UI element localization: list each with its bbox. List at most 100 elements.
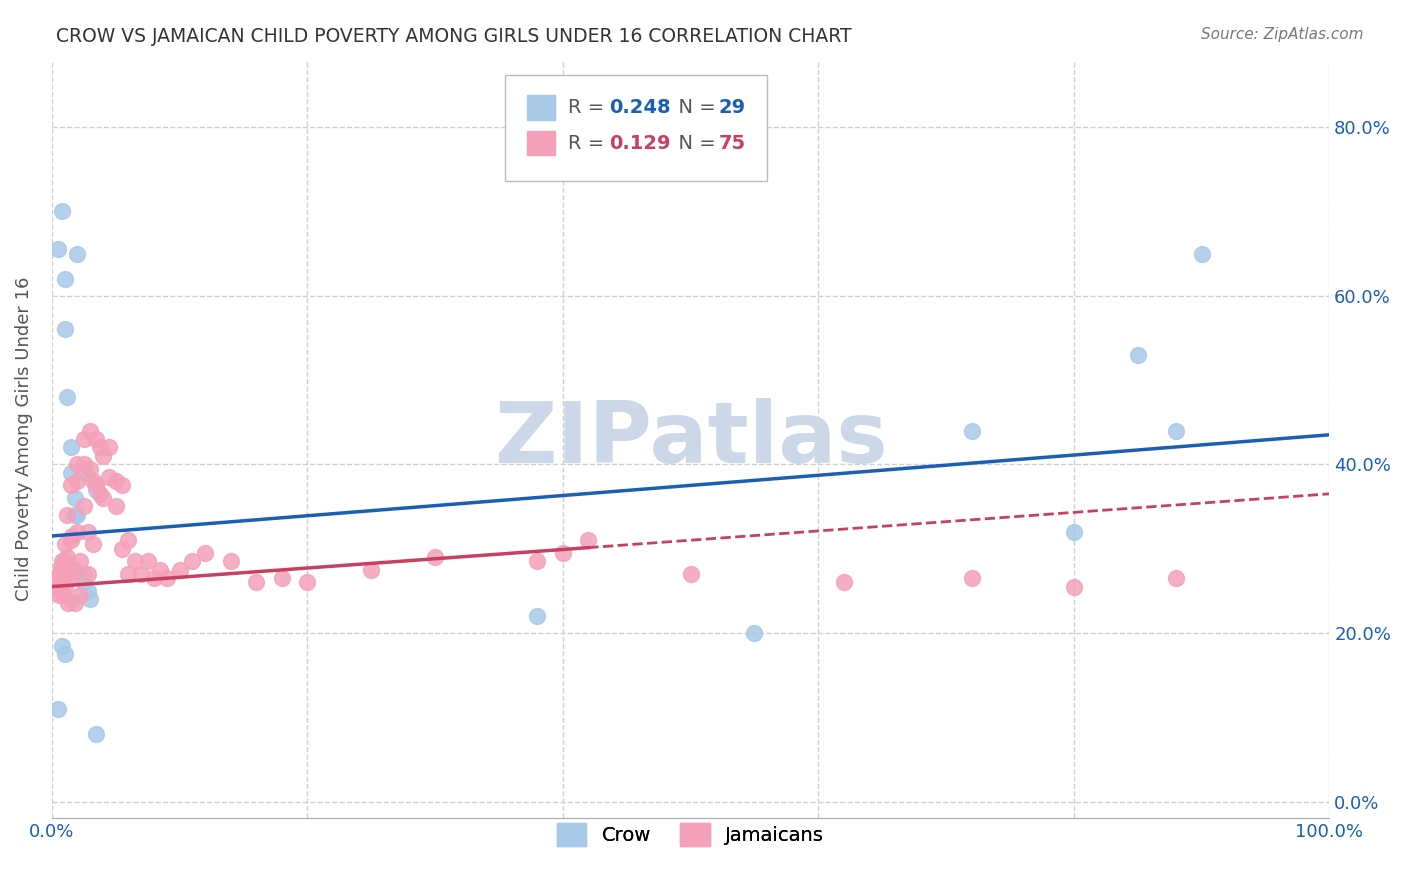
Point: [86, 478, 108, 492]
Point: [53, 566, 76, 581]
Text: 75: 75: [718, 134, 745, 153]
Point: [63, 597, 86, 611]
Point: [51, 575, 73, 590]
Point: [744, 626, 766, 640]
Point: [111, 478, 134, 492]
Point: [59, 466, 82, 480]
Point: [111, 541, 134, 556]
Text: Source: ZipAtlas.com: Source: ZipAtlas.com: [1201, 27, 1364, 42]
Point: [526, 609, 548, 624]
Point: [66, 474, 89, 488]
Point: [82, 537, 104, 551]
Point: [66, 246, 89, 260]
Point: [219, 554, 242, 568]
Point: [86, 483, 108, 497]
Point: [63, 563, 86, 577]
Point: [53, 322, 76, 336]
Point: [104, 500, 127, 514]
Point: [59, 478, 82, 492]
Point: [46, 702, 69, 716]
Point: [1164, 424, 1187, 438]
Point: [51, 204, 73, 219]
Point: [66, 508, 89, 522]
Point: [960, 571, 983, 585]
Point: [86, 727, 108, 741]
Text: ZIPatlas: ZIPatlas: [494, 398, 887, 481]
Point: [73, 500, 96, 514]
Point: [194, 546, 217, 560]
Point: [76, 524, 98, 539]
Point: [59, 533, 82, 548]
Point: [53, 554, 76, 568]
Point: [124, 554, 146, 568]
Point: [58, 566, 80, 581]
Point: [58, 597, 80, 611]
Point: [129, 566, 152, 581]
Point: [1063, 580, 1085, 594]
Point: [56, 390, 79, 404]
Legend: Crow, Jamaicans: Crow, Jamaicans: [550, 815, 832, 855]
Point: [679, 566, 702, 581]
Point: [76, 583, 98, 598]
Point: [46, 580, 69, 594]
Y-axis label: Child Poverty Among Girls Under 16: Child Poverty Among Girls Under 16: [15, 277, 32, 601]
Point: [169, 563, 191, 577]
Point: [49, 580, 72, 594]
Point: [73, 466, 96, 480]
Point: [1191, 246, 1213, 260]
Text: N =: N =: [666, 134, 723, 153]
Point: [63, 508, 86, 522]
Point: [60, 529, 83, 543]
Point: [79, 592, 101, 607]
FancyBboxPatch shape: [505, 75, 768, 181]
Point: [960, 424, 983, 438]
Point: [245, 575, 267, 590]
Text: 29: 29: [718, 98, 745, 117]
Text: 0.248: 0.248: [609, 98, 671, 117]
Point: [117, 533, 139, 548]
Point: [832, 575, 855, 590]
Point: [59, 571, 82, 585]
Point: [1126, 348, 1149, 362]
Point: [79, 424, 101, 438]
Point: [53, 537, 76, 551]
Point: [79, 461, 101, 475]
Point: [73, 458, 96, 472]
Point: [73, 432, 96, 446]
Bar: [527, 95, 555, 120]
Point: [98, 441, 121, 455]
Point: [73, 575, 96, 590]
Point: [117, 566, 139, 581]
Point: [1063, 524, 1085, 539]
Point: [63, 491, 86, 505]
Point: [69, 566, 91, 581]
Point: [69, 554, 91, 568]
Point: [149, 563, 172, 577]
Point: [104, 474, 127, 488]
Point: [53, 272, 76, 286]
Point: [46, 243, 69, 257]
Point: [86, 432, 108, 446]
Point: [66, 524, 89, 539]
Point: [423, 550, 446, 565]
Point: [551, 546, 574, 560]
Point: [53, 580, 76, 594]
Point: [48, 566, 70, 581]
Point: [59, 441, 82, 455]
Point: [48, 588, 70, 602]
Point: [98, 470, 121, 484]
Point: [52, 563, 75, 577]
Point: [66, 458, 89, 472]
Point: [136, 554, 159, 568]
Point: [76, 566, 98, 581]
Point: [156, 571, 179, 585]
Text: R =: R =: [568, 134, 610, 153]
Point: [73, 566, 96, 581]
Text: 0.129: 0.129: [609, 134, 671, 153]
Point: [46, 571, 69, 585]
Point: [181, 554, 204, 568]
Point: [297, 575, 319, 590]
Point: [526, 554, 548, 568]
Text: CROW VS JAMAICAN CHILD POVERTY AMONG GIRLS UNDER 16 CORRELATION CHART: CROW VS JAMAICAN CHILD POVERTY AMONG GIR…: [56, 27, 852, 45]
Point: [51, 554, 73, 568]
